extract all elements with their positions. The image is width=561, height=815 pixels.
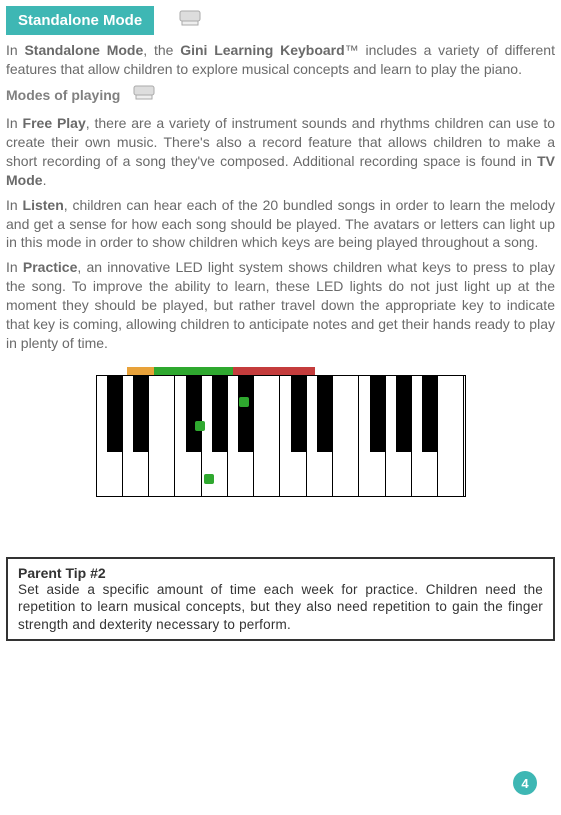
tip-title: Parent Tip #2	[18, 565, 543, 581]
intro-paragraph: In Standalone Mode, the Gini Learning Ke…	[6, 41, 555, 79]
parent-tip-box: Parent Tip #2 Set aside a specific amoun…	[6, 557, 555, 642]
led-bar	[96, 367, 466, 375]
practice-paragraph: In Practice, an innovative LED light sys…	[6, 258, 555, 352]
freeplay-paragraph: In Free Play, there are a variety of ins…	[6, 114, 555, 190]
page-number: 4	[513, 771, 537, 795]
piano-keys	[96, 375, 466, 497]
listen-paragraph: In Listen, children can hear each of the…	[6, 196, 555, 253]
keyboard-diagram	[96, 367, 466, 497]
device-icon	[177, 7, 203, 34]
header-tab: Standalone Mode	[6, 6, 154, 35]
tip-text: Set aside a specific amount of time each…	[18, 581, 543, 634]
device-icon-small	[131, 83, 157, 108]
modes-heading: Modes of playing	[6, 87, 120, 103]
